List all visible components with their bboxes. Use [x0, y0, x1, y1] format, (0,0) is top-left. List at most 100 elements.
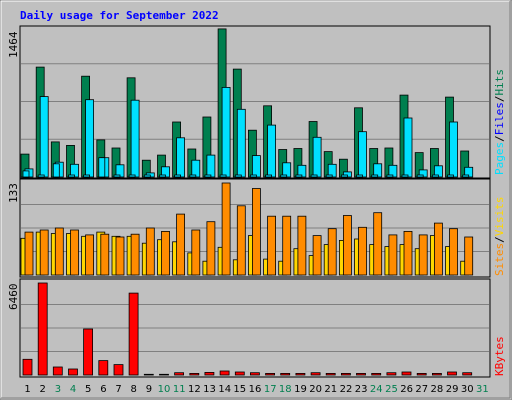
files-bar	[267, 124, 277, 178]
x-axis-label: 20	[309, 384, 322, 395]
sites-bar	[312, 235, 322, 276]
legend-hits: Hits	[493, 69, 506, 96]
x-axis-label: 4	[70, 384, 76, 395]
pages-bar	[416, 174, 424, 178]
legend-sep-3: /	[493, 236, 506, 243]
sites-bar	[145, 227, 155, 276]
sites-bar	[236, 205, 246, 276]
sites-bar	[403, 230, 413, 276]
sites-bar	[24, 231, 34, 276]
x-axis-label: 3	[55, 384, 61, 395]
x-axis-label: 30	[461, 384, 474, 395]
kbytes-bar	[98, 360, 109, 376]
x-axis-label: 7	[115, 384, 121, 395]
panel-hits-legend: Pages/Files/Hits	[493, 69, 506, 175]
pages-bar	[325, 174, 333, 178]
pages-bar	[219, 174, 227, 178]
x-axis-label: 15	[233, 384, 246, 395]
panel-kbytes-max-label: 6460	[7, 284, 20, 311]
sites-bar	[418, 234, 428, 276]
pages-bar	[431, 174, 439, 178]
files-bar	[251, 155, 261, 178]
legend-visits: Visits	[493, 197, 506, 237]
kbytes-bar	[431, 372, 442, 376]
x-axis-label: 18	[279, 384, 292, 395]
x-axis-label: 25	[385, 384, 398, 395]
pages-bar	[159, 174, 166, 178]
pages-bar	[356, 174, 363, 178]
kbytes-bar	[143, 373, 154, 376]
sites-bar	[130, 233, 140, 276]
sites-bar	[297, 215, 307, 276]
sites-bar	[100, 233, 110, 276]
sites-bar	[85, 234, 94, 276]
kbytes-bar	[204, 371, 215, 376]
x-axis-label: 23	[355, 384, 368, 395]
panel-hits-max-label: 1464	[7, 31, 20, 58]
files-bar	[449, 121, 458, 178]
pages-bar	[280, 174, 288, 178]
pages-bar	[189, 174, 197, 178]
pages-bar	[447, 174, 454, 178]
files-bar	[358, 131, 367, 178]
kbytes-bar	[295, 372, 306, 376]
pages-bar	[113, 174, 121, 178]
kbytes-bar	[340, 372, 351, 376]
pages-bar	[265, 174, 273, 178]
legend-sites: Sites	[493, 243, 506, 276]
pages-bar	[249, 174, 257, 178]
kbytes-bar	[280, 372, 291, 376]
files-bar	[206, 154, 216, 178]
pages-bar	[386, 174, 394, 178]
x-axis-label: 6	[100, 384, 106, 395]
files-bar	[312, 136, 322, 178]
pages-bar	[52, 163, 60, 178]
sites-bar	[464, 236, 474, 276]
chart-title: Daily usage for September 2022	[20, 9, 219, 22]
pages-bar	[401, 174, 409, 178]
files-bar	[221, 87, 231, 178]
x-axis-label: 27	[415, 384, 428, 395]
kbytes-bar	[249, 372, 260, 376]
sites-bar	[282, 215, 292, 276]
sites-bar	[251, 188, 261, 276]
files-bar	[85, 99, 94, 178]
pages-bar	[98, 157, 106, 178]
x-axis-label: 9	[146, 384, 152, 395]
pages-bar	[37, 174, 45, 178]
kbytes-bar	[356, 372, 366, 376]
kbytes-bar	[159, 373, 169, 376]
x-axis-label: 5	[85, 384, 91, 395]
kbytes-bar	[219, 370, 230, 376]
sites-bar	[191, 229, 201, 276]
sites-bar	[39, 229, 49, 276]
sites-bar	[449, 228, 458, 276]
sites-bar	[433, 222, 443, 276]
kbytes-bar	[416, 372, 427, 376]
sites-bar	[54, 227, 64, 276]
sites-bar	[70, 229, 79, 276]
kbytes-bar	[68, 368, 78, 376]
sites-bar	[342, 215, 352, 276]
legend-sep-2: /	[493, 96, 506, 103]
kbytes-bar	[325, 372, 336, 376]
x-axis-label: 24	[370, 384, 383, 395]
pages-bar	[295, 174, 303, 178]
sites-bar	[206, 221, 216, 276]
sites-bar	[161, 230, 170, 276]
kbytes-bar	[386, 372, 397, 376]
legend-pages: Pages	[493, 142, 506, 175]
x-axis-label: 14	[218, 384, 231, 395]
kbytes-bar	[83, 328, 93, 376]
kbytes-bar	[37, 282, 48, 376]
x-axis-label: 12	[188, 384, 201, 395]
x-axis-label: 8	[131, 384, 137, 395]
x-axis-label: 19	[294, 384, 307, 395]
sites-bar	[267, 215, 277, 276]
kbytes-bar	[447, 371, 457, 376]
x-axis-label: 21	[324, 384, 337, 395]
kbytes-bar	[234, 371, 245, 376]
x-axis-label: 2	[40, 384, 46, 395]
x-axis-label: 13	[203, 384, 216, 395]
